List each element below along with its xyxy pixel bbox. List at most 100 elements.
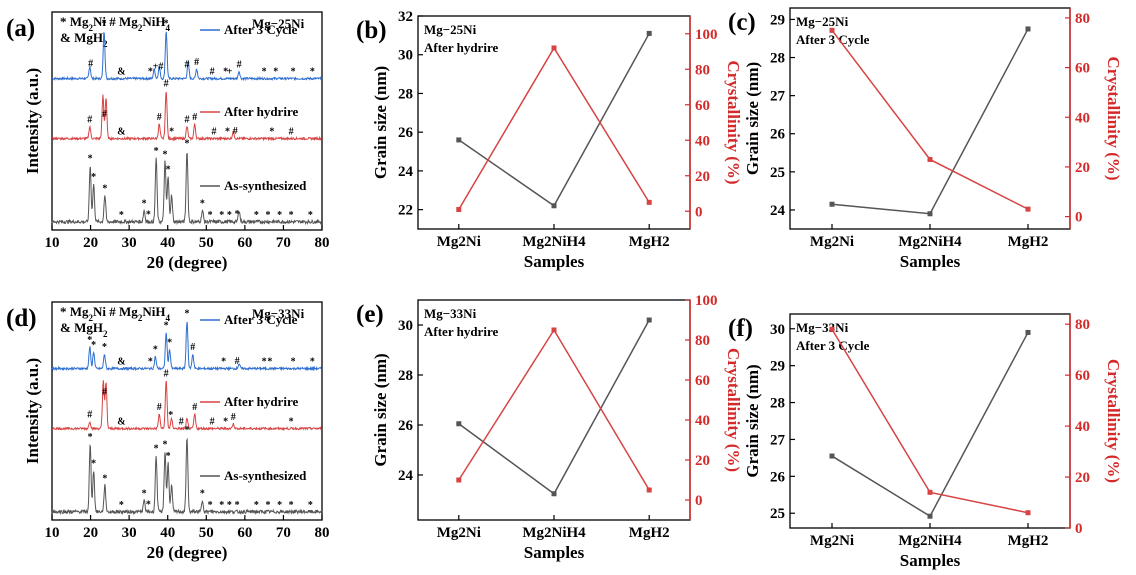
peak-mark: * xyxy=(146,500,151,511)
peak-mark: * xyxy=(254,210,259,221)
panel-label: (e) xyxy=(356,301,384,328)
panel-label: (a) xyxy=(6,15,35,42)
grain-size-point xyxy=(927,211,933,217)
annotation-line2: After hydrire xyxy=(424,40,498,55)
grain-size-point xyxy=(646,317,652,323)
peak-mark: * xyxy=(166,165,171,176)
y-axis-label: Grain size (nm) xyxy=(743,62,762,175)
crystallinity-line xyxy=(458,46,650,210)
y-tick-label: 26 xyxy=(398,125,414,141)
y-tick-label: 28 xyxy=(398,368,413,384)
peak-mark: # xyxy=(87,115,92,126)
y2-tick-label: 60 xyxy=(695,373,710,389)
panel-d: 10 20 30 40 50 60 70 80 2θ (degree) Intensity (a.… xyxy=(6,301,330,562)
x-tick-label: 50 xyxy=(199,235,214,251)
grain-size-point xyxy=(829,453,835,459)
annotation-line2: After 3 Cycle xyxy=(796,32,870,47)
y2-tick-label: 20 xyxy=(695,169,710,185)
peak-mark: # xyxy=(192,112,197,123)
peak-mark: # xyxy=(235,356,240,367)
peak-mark: * xyxy=(87,335,92,346)
panel-f: 25 26 27 28 29 30 0 20 40 60 80 Mg2Ni Mg2NiH4 MgH2 Sam… xyxy=(728,313,1123,570)
peak-mark: +# xyxy=(153,62,164,73)
peak-mark: # xyxy=(233,126,238,137)
peak-mark: # xyxy=(102,387,107,398)
y-tick-label: 28 xyxy=(770,51,785,67)
panel-a: 10 20 30 40 50 60 70 80 2θ (degree) Intensity (a.… xyxy=(6,11,330,272)
crystallinity-line xyxy=(458,328,650,491)
peak-mark: # xyxy=(185,115,190,126)
peak-mark: * xyxy=(227,210,232,221)
peak-mark: * xyxy=(208,500,213,511)
peak-mark: # xyxy=(192,402,197,413)
sample-title: Mg−25Ni xyxy=(252,16,305,31)
panel-e: 24 26 28 30 0 20 40 60 80 100 Mg2Ni Mg2NiH4 MgH2 Samp… xyxy=(356,293,743,562)
peak-mark: * xyxy=(219,210,224,221)
x-tick-label: Mg2NiH4 xyxy=(898,533,962,549)
peak-mark: # xyxy=(164,369,169,380)
peak-mark: * xyxy=(235,500,240,511)
y2-tick-label: 100 xyxy=(695,293,718,309)
y-tick-label: 27 xyxy=(770,432,786,448)
y2-tick-label: 80 xyxy=(1075,11,1090,27)
y-tick-label: 26 xyxy=(770,127,786,143)
peak-mark: # xyxy=(179,417,184,428)
y2-tick-label: 80 xyxy=(1075,317,1090,333)
grain-size-point xyxy=(1025,329,1031,335)
y-axis-label: Intensity (a.u.) xyxy=(23,358,42,464)
y-tick-label: 29 xyxy=(770,359,785,375)
peak-mark: * xyxy=(308,210,313,221)
peak-mark: # xyxy=(190,342,195,353)
x-tick-label: Mg2NiH4 xyxy=(522,525,586,541)
peak-mark: * xyxy=(208,210,213,221)
x-tick-label: 40 xyxy=(160,235,175,251)
crystallinity-point xyxy=(456,477,462,483)
y-tick-label: 30 xyxy=(398,48,413,64)
peak-mark: # xyxy=(157,112,162,123)
x-tick-label: Mg2NiH4 xyxy=(898,234,962,250)
panel-label: (c) xyxy=(728,9,756,36)
x-tick-label: MgH2 xyxy=(1008,533,1049,549)
grain-size-line xyxy=(831,28,1029,215)
peak-mark: * xyxy=(148,357,153,368)
peak-mark: * xyxy=(185,425,190,436)
y-tick-label: 22 xyxy=(398,203,413,219)
y2-tick-label: 60 xyxy=(1075,61,1090,77)
peak-mark: * xyxy=(223,67,228,78)
x-axis-label: Samples xyxy=(900,551,961,570)
peak-mark: * xyxy=(223,417,228,428)
x-tick-label: MgH2 xyxy=(629,525,670,541)
x-tick-label: 20 xyxy=(83,525,98,541)
y2-tick-label: 20 xyxy=(695,453,710,469)
panel-c: 24 25 26 27 28 29 0 20 40 60 80 Mg2Ni Mg2NiH4 MgH2 Sam… xyxy=(728,7,1123,271)
peak-mark: * xyxy=(262,357,267,368)
peak-mark: * xyxy=(91,172,96,183)
y-tick-label: 25 xyxy=(770,506,785,522)
grain-size-point xyxy=(829,201,835,207)
peak-mark: * xyxy=(277,210,282,221)
x-tick-label: Mg2Ni xyxy=(810,234,854,250)
legend-label: After hydrire xyxy=(224,394,298,409)
y-tick-label: 25 xyxy=(770,165,785,181)
peak-mark: * xyxy=(308,500,313,511)
peak-mark: # xyxy=(102,109,107,120)
peak-mark: & xyxy=(117,417,125,428)
peak-mark: # xyxy=(194,57,199,68)
y-tick-label: 26 xyxy=(770,469,786,485)
peak-mark: * xyxy=(277,500,282,511)
x-tick-label: 80 xyxy=(315,235,330,251)
peak-mark: * xyxy=(153,345,158,356)
y-tick-label: 28 xyxy=(398,86,413,102)
peak-mark: * xyxy=(154,444,159,455)
grain-size-line xyxy=(458,33,650,207)
legend-label: As-synthesized xyxy=(224,468,307,483)
annotation-line1: Mg−33Ni xyxy=(796,320,849,335)
peak-mark: * xyxy=(266,210,271,221)
peak-mark: * xyxy=(185,139,190,150)
peak-mark: * xyxy=(167,337,172,348)
x-axis-label: Samples xyxy=(524,252,585,271)
annotation-line1: Mg−25Ni xyxy=(424,22,477,37)
peak-mark: * xyxy=(225,127,230,138)
peak-mark: * xyxy=(289,500,294,511)
grain-size-point xyxy=(456,421,462,427)
